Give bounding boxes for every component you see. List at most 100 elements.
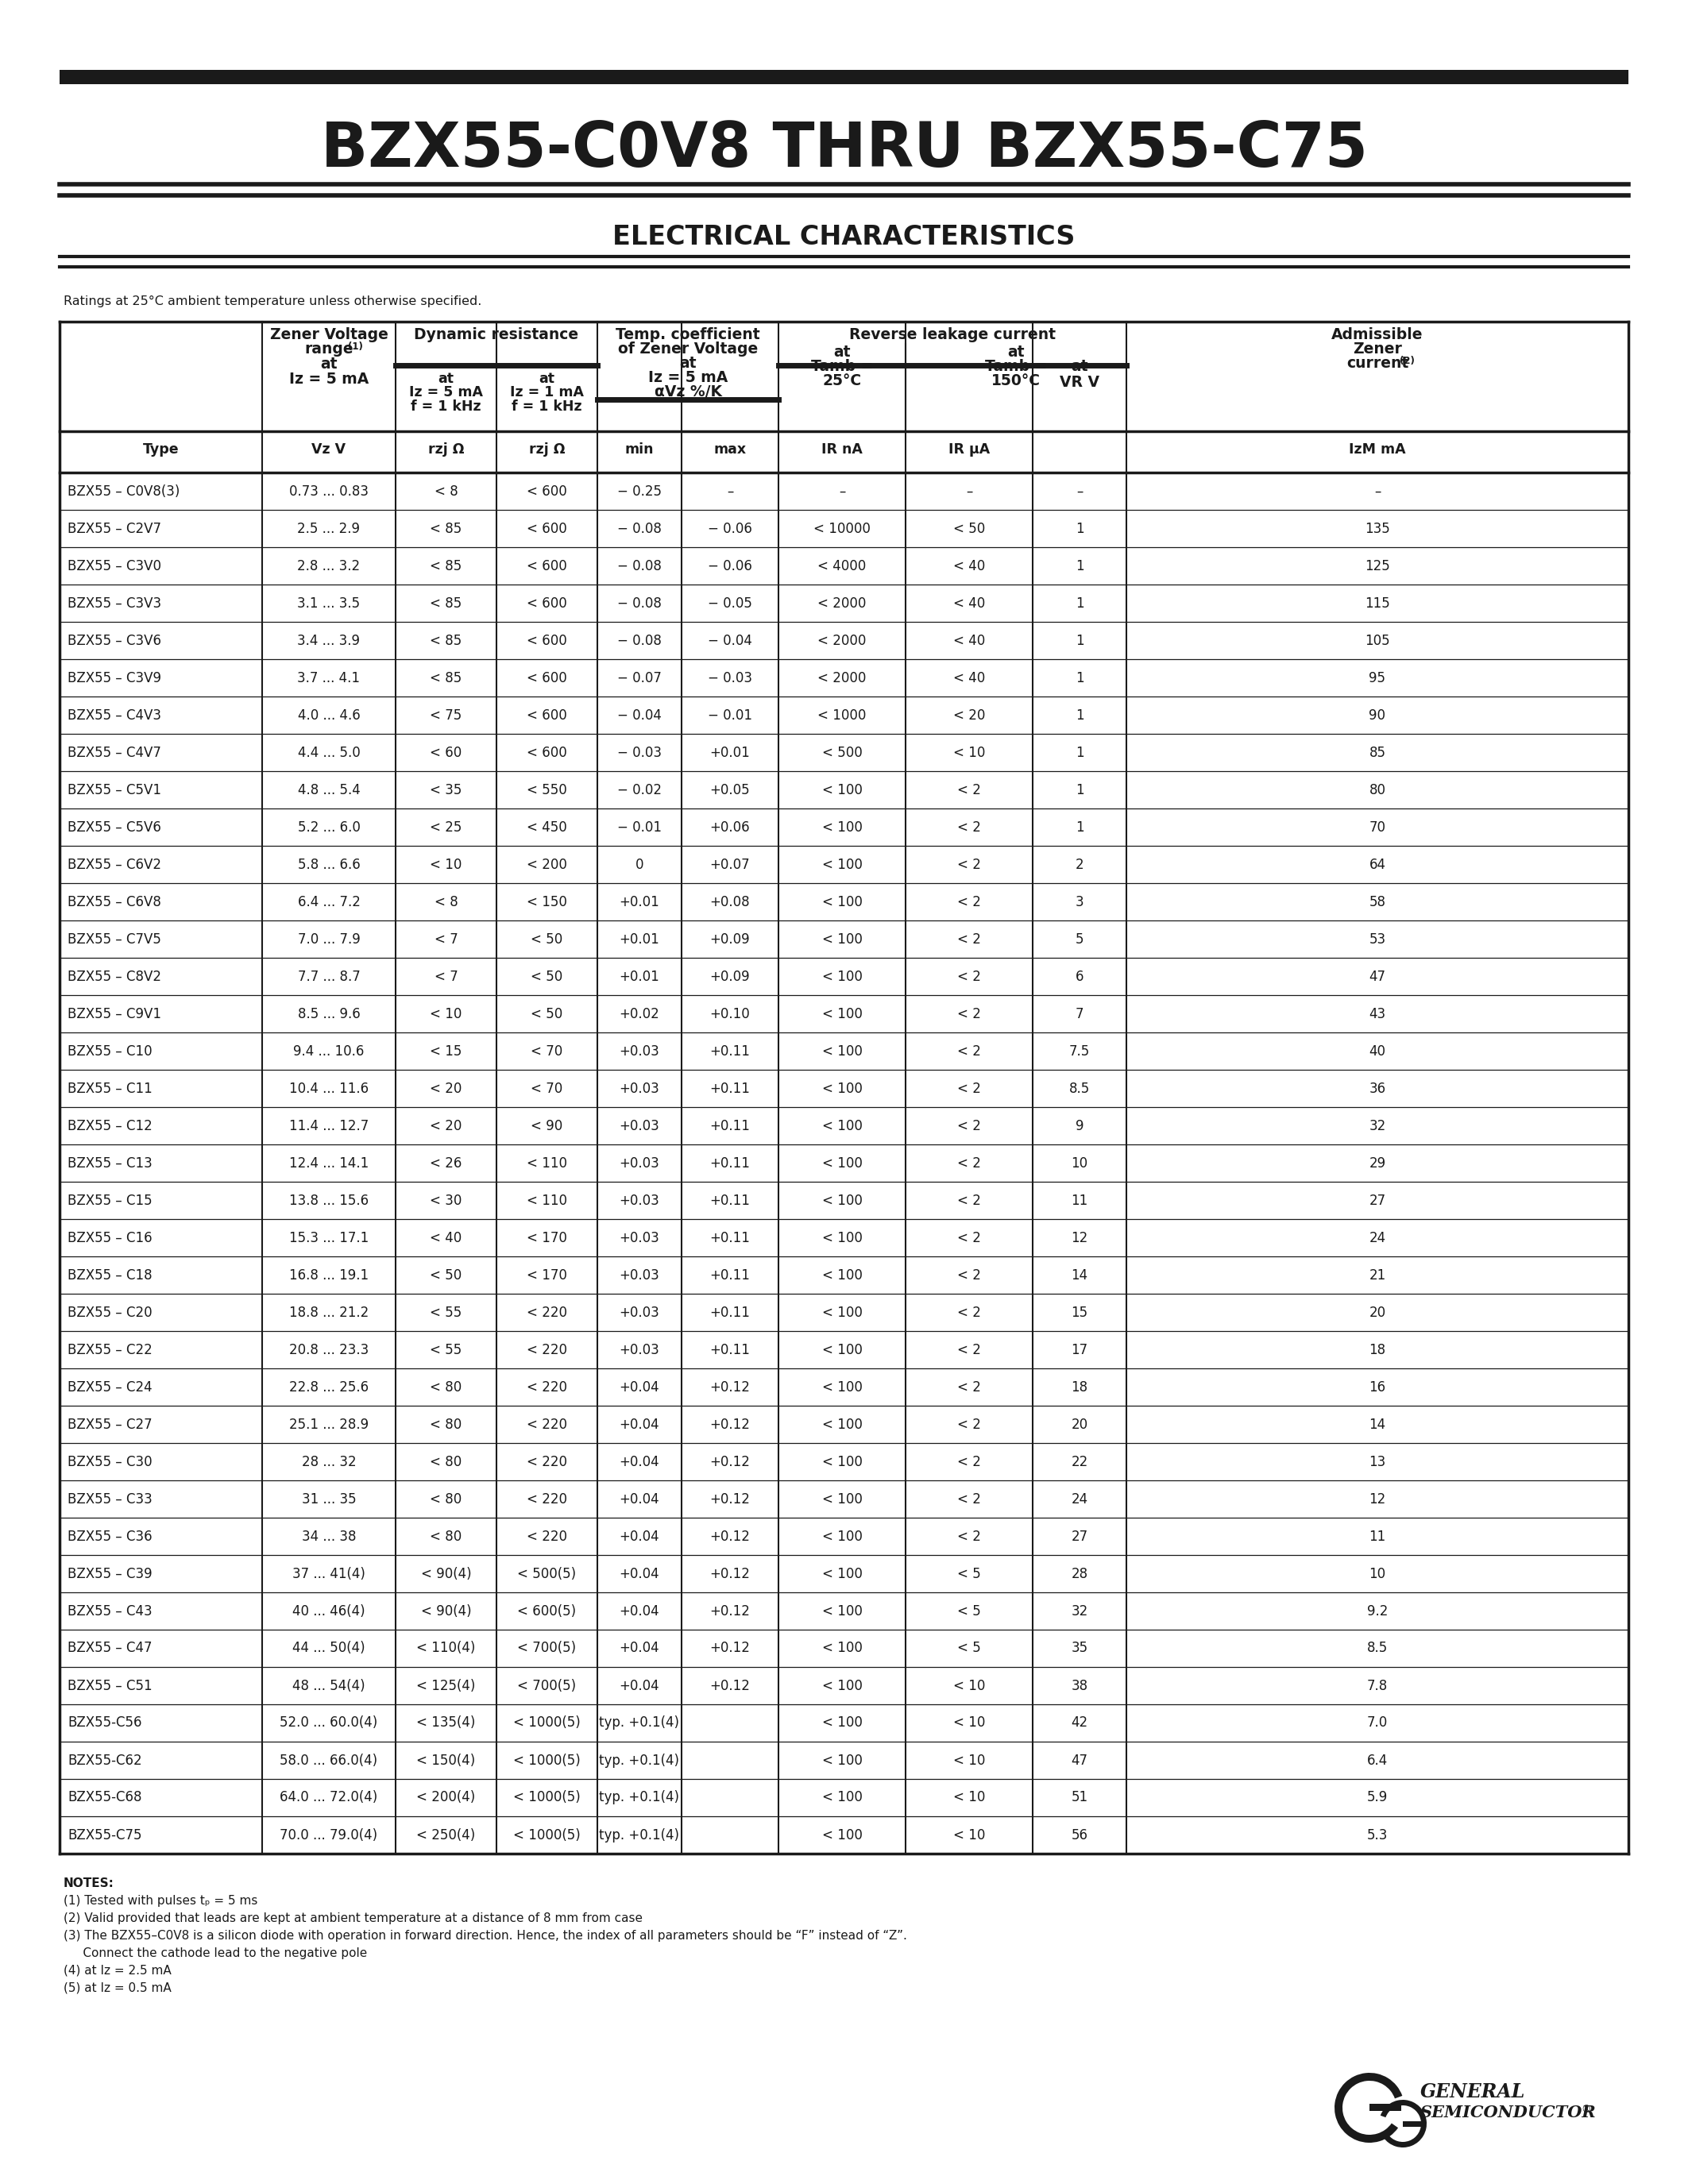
Text: 5: 5: [1075, 933, 1084, 946]
Text: < 100: < 100: [822, 1828, 863, 1841]
Text: 135: 135: [1366, 522, 1389, 535]
Text: rzj Ω: rzj Ω: [429, 443, 464, 456]
Text: 58: 58: [1369, 895, 1386, 909]
Text: 20: 20: [1369, 1306, 1386, 1319]
Text: +0.09: +0.09: [711, 970, 749, 983]
Text: < 10: < 10: [430, 1007, 463, 1020]
Text: Ratings at 25°C ambient temperature unless otherwise specified.: Ratings at 25°C ambient temperature unle…: [64, 295, 481, 308]
Text: typ. +0.1(4): typ. +0.1(4): [599, 1717, 680, 1730]
Text: 10: 10: [1072, 1155, 1089, 1171]
Text: < 110: < 110: [527, 1192, 567, 1208]
Text: αVz %/K: αVz %/K: [655, 384, 722, 400]
Text: < 100: < 100: [822, 1754, 863, 1767]
Text: +0.03: +0.03: [619, 1269, 660, 1282]
Text: BZX55 – C18: BZX55 – C18: [68, 1269, 152, 1282]
Text: BZX55 – C0V8(3): BZX55 – C0V8(3): [68, 485, 181, 498]
Text: Dynamic resistance: Dynamic resistance: [414, 328, 579, 343]
Text: f = 1 kHz: f = 1 kHz: [410, 400, 481, 413]
Text: < 20: < 20: [430, 1118, 463, 1133]
Text: 27: 27: [1369, 1192, 1386, 1208]
Text: +0.04: +0.04: [619, 1492, 660, 1507]
Text: < 5: < 5: [957, 1603, 981, 1618]
Text: BZX55 – C24: BZX55 – C24: [68, 1380, 152, 1393]
Text: BZX55 – C6V2: BZX55 – C6V2: [68, 858, 162, 871]
Text: 12: 12: [1369, 1492, 1386, 1507]
Text: +0.11: +0.11: [709, 1230, 749, 1245]
Text: range: range: [304, 341, 353, 356]
Text: 38: 38: [1072, 1679, 1089, 1693]
Text: < 170: < 170: [527, 1230, 567, 1245]
Text: 8.5: 8.5: [1367, 1640, 1388, 1655]
Text: +0.04: +0.04: [619, 1640, 660, 1655]
Text: < 600: < 600: [527, 596, 567, 609]
Text: +0.03: +0.03: [619, 1230, 660, 1245]
Text: < 450: < 450: [527, 819, 567, 834]
Text: +0.01: +0.01: [619, 970, 660, 983]
Text: 14: 14: [1369, 1417, 1386, 1431]
Text: < 100: < 100: [822, 782, 863, 797]
Text: 6.4: 6.4: [1367, 1754, 1388, 1767]
Text: Connect the cathode lead to the negative pole: Connect the cathode lead to the negative…: [64, 1948, 368, 1959]
Text: 12.4 ... 14.1: 12.4 ... 14.1: [289, 1155, 368, 1171]
Text: − 0.08: − 0.08: [618, 559, 662, 572]
Text: < 600: < 600: [527, 670, 567, 686]
Text: 47: 47: [1072, 1754, 1087, 1767]
Text: +0.03: +0.03: [619, 1081, 660, 1096]
Text: < 100: < 100: [822, 1679, 863, 1693]
Text: at: at: [679, 356, 697, 371]
Text: +0.01: +0.01: [619, 933, 660, 946]
Text: 6.4 ... 7.2: 6.4 ... 7.2: [297, 895, 360, 909]
Text: +0.10: +0.10: [711, 1007, 749, 1020]
Text: 52.0 ... 60.0(4): 52.0 ... 60.0(4): [280, 1717, 378, 1730]
Text: BZX55 – C5V1: BZX55 – C5V1: [68, 782, 162, 797]
Text: < 50: < 50: [954, 522, 986, 535]
Text: +0.03: +0.03: [619, 1192, 660, 1208]
Text: < 40: < 40: [954, 670, 986, 686]
Text: < 2: < 2: [957, 858, 981, 871]
Wedge shape: [1335, 2073, 1403, 2143]
Text: 53: 53: [1369, 933, 1386, 946]
Text: 10: 10: [1369, 1566, 1386, 1581]
Text: 37 ... 41(4): 37 ... 41(4): [292, 1566, 365, 1581]
Text: < 500(5): < 500(5): [518, 1566, 576, 1581]
Text: Iz = 5 mA: Iz = 5 mA: [408, 384, 483, 400]
Text: − 0.08: − 0.08: [618, 633, 662, 649]
Text: < 500: < 500: [822, 745, 863, 760]
Text: < 600: < 600: [527, 522, 567, 535]
Text: BZX55 – C30: BZX55 – C30: [68, 1455, 152, 1470]
Text: +0.12: +0.12: [709, 1380, 749, 1393]
Text: 24: 24: [1072, 1492, 1089, 1507]
Text: < 2: < 2: [957, 970, 981, 983]
Text: 1: 1: [1075, 708, 1084, 723]
Text: BZX55 – C4V7: BZX55 – C4V7: [68, 745, 160, 760]
Text: < 85: < 85: [430, 633, 463, 649]
Text: 8.5 ... 9.6: 8.5 ... 9.6: [297, 1007, 360, 1020]
Text: at: at: [321, 356, 338, 371]
Text: BZX55 – C13: BZX55 – C13: [68, 1155, 152, 1171]
Text: 44 ... 50(4): 44 ... 50(4): [292, 1640, 365, 1655]
Text: GENERAL: GENERAL: [1420, 2081, 1526, 2101]
Text: < 2: < 2: [957, 933, 981, 946]
Text: < 40: < 40: [430, 1230, 463, 1245]
Text: − 0.04: − 0.04: [618, 708, 662, 723]
Text: 0.73 ... 0.83: 0.73 ... 0.83: [289, 485, 368, 498]
Text: 70: 70: [1369, 819, 1386, 834]
Text: 4.0 ... 4.6: 4.0 ... 4.6: [297, 708, 360, 723]
Text: +0.08: +0.08: [711, 895, 749, 909]
Text: < 7: < 7: [434, 970, 457, 983]
Text: 8.5: 8.5: [1069, 1081, 1090, 1096]
Text: 7.7 ... 8.7: 7.7 ... 8.7: [297, 970, 360, 983]
Text: 7.0: 7.0: [1367, 1717, 1388, 1730]
Text: 43: 43: [1369, 1007, 1386, 1020]
Text: < 90(4): < 90(4): [420, 1603, 471, 1618]
Text: +0.03: +0.03: [619, 1044, 660, 1059]
Text: < 550: < 550: [527, 782, 567, 797]
Text: +0.04: +0.04: [619, 1566, 660, 1581]
Text: < 7: < 7: [434, 933, 457, 946]
Text: IR μA: IR μA: [949, 443, 989, 456]
Text: 9: 9: [1075, 1118, 1084, 1133]
Text: Iz = 5 mA: Iz = 5 mA: [648, 369, 728, 384]
Text: (5) at Iz = 0.5 mA: (5) at Iz = 0.5 mA: [64, 1983, 172, 1994]
Text: 32: 32: [1369, 1118, 1386, 1133]
Text: 5.2 ... 6.0: 5.2 ... 6.0: [297, 819, 360, 834]
